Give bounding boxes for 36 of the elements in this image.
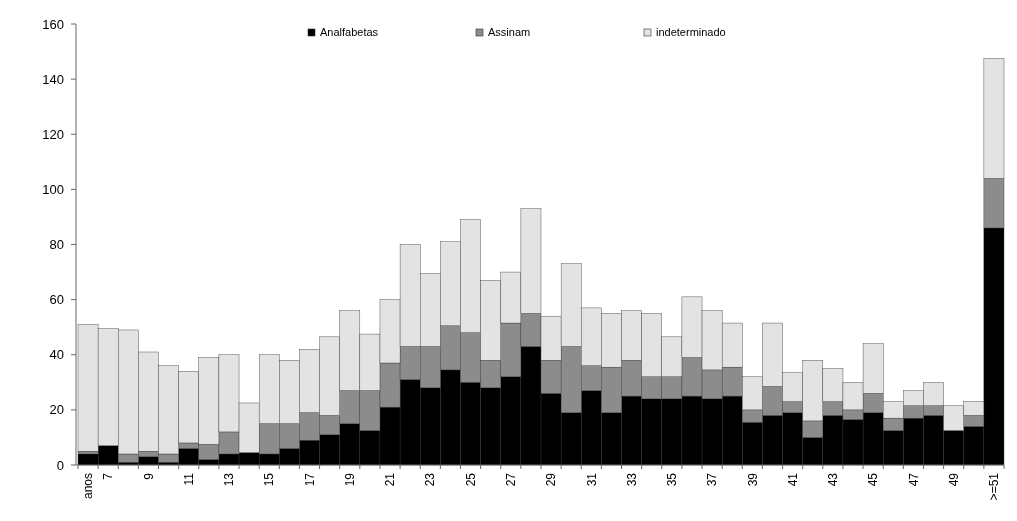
- x-tick-label: 21: [383, 472, 398, 487]
- x-tick-label: 47: [906, 472, 921, 487]
- x-tick-label: 39: [745, 472, 760, 487]
- legend-label: Analfabetas: [320, 26, 379, 38]
- x-tick-label: 37: [705, 472, 720, 487]
- x-tick-label: 45: [866, 472, 881, 487]
- x-tick-label: 19: [342, 472, 357, 487]
- legend-label: Assinam: [488, 26, 531, 38]
- x-tick-label: 43: [826, 472, 841, 487]
- x-tick-label: >=51: [987, 472, 1002, 501]
- x-tick-label: 23: [423, 472, 438, 487]
- x-tick-label: 25: [463, 472, 478, 487]
- x-tick-label: anos: [81, 473, 96, 500]
- y-tick-label: 40: [49, 347, 64, 363]
- x-tick-label: 9: [141, 472, 156, 480]
- y-tick-label: 100: [42, 181, 64, 197]
- x-tick-label: 31: [584, 472, 599, 487]
- y-tick-label: 20: [49, 402, 64, 418]
- x-tick-label: 49: [946, 472, 961, 487]
- x-tick-label: 27: [504, 472, 518, 487]
- x-tick-label: 11: [181, 472, 196, 486]
- y-tick-label: 140: [42, 71, 64, 87]
- x-tick-label: 35: [665, 472, 680, 487]
- x-tick-label: 41: [785, 472, 800, 487]
- y-tick-label: 160: [42, 16, 64, 32]
- legend-label: indeterminado: [656, 26, 726, 38]
- x-tick-label: 13: [222, 472, 237, 487]
- y-tick-label: 60: [49, 292, 64, 308]
- y-tick-label: 0: [56, 457, 64, 473]
- y-tick-label: 80: [49, 237, 64, 253]
- x-tick-label: 15: [262, 472, 277, 487]
- x-tick-label: 29: [544, 472, 559, 487]
- x-tick-label: 17: [302, 472, 317, 487]
- x-tick-label: 33: [624, 472, 639, 487]
- y-tick-label: 120: [42, 126, 64, 142]
- x-tick-label: 7: [101, 472, 116, 480]
